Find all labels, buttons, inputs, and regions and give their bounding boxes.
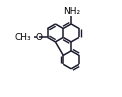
Text: O: O (35, 33, 42, 42)
Text: NH₂: NH₂ (63, 7, 80, 16)
Text: CH₃: CH₃ (15, 33, 31, 42)
